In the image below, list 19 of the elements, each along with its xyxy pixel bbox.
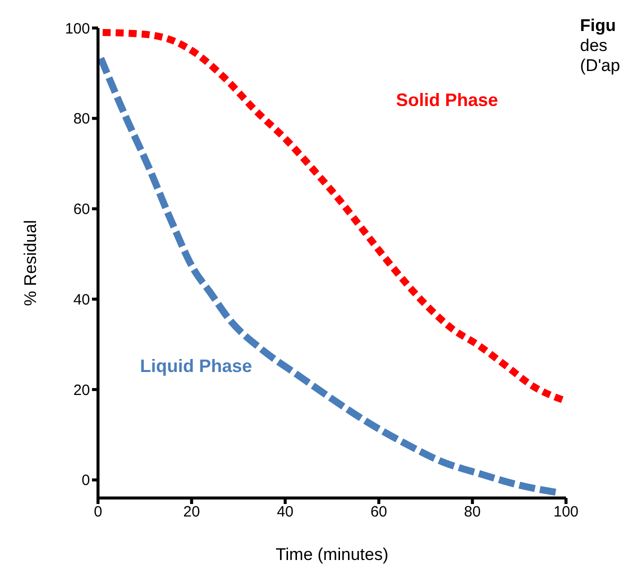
y-axis-title: % Residual (21, 220, 40, 306)
y-tick-label: 20 (73, 382, 90, 399)
text: (D'ap (580, 56, 620, 76)
x-tick-label: 20 (183, 504, 200, 521)
text: des (580, 36, 608, 56)
y-tick-label: 80 (73, 110, 90, 128)
x-tick-label: 80 (464, 504, 481, 521)
text: Solid Phase (396, 90, 498, 111)
x-tick-label: 40 (276, 504, 294, 521)
x-tick-label: 60 (370, 504, 388, 521)
y-tick-label: 40 (73, 291, 90, 308)
series-label: Liquid Phase (140, 356, 252, 377)
y-tick-label: 100 (64, 20, 90, 38)
x-axis-title: Time (minutes) (276, 545, 388, 564)
y-tick-label: 0 (82, 472, 90, 490)
x-tick-label: 0 (94, 504, 102, 521)
text: Figu (580, 16, 616, 36)
y-tick-label: 60 (73, 201, 90, 218)
x-tick-label: 100 (553, 504, 579, 521)
